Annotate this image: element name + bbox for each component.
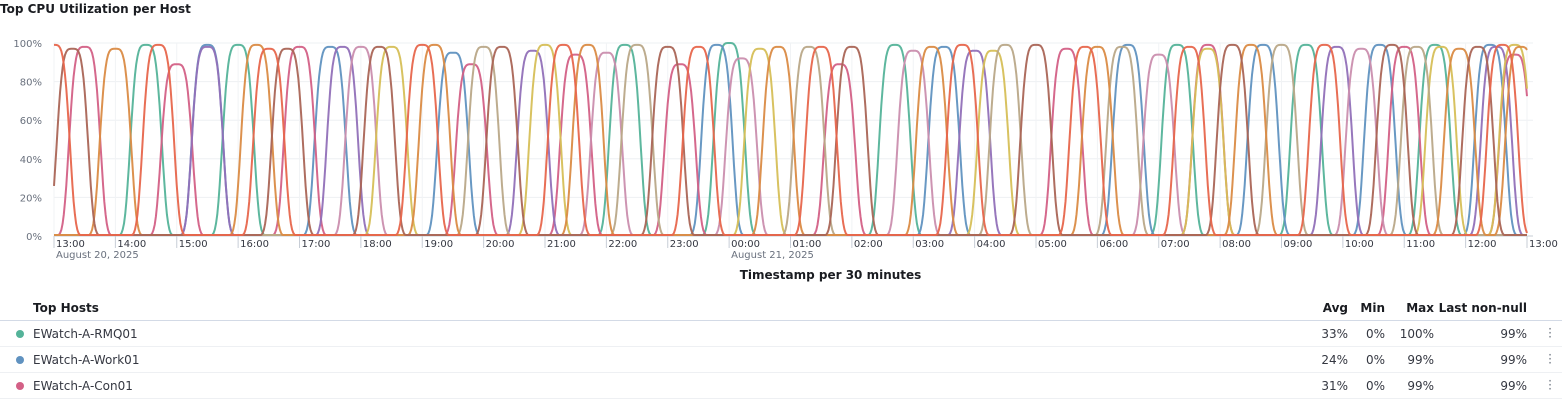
legend-min-value: 0%	[1365, 353, 1385, 367]
legend-header-name[interactable]: Top Hosts	[33, 301, 99, 315]
legend-header-avg[interactable]: Avg	[1322, 301, 1348, 315]
x-tick-label: 06:00	[1099, 239, 1128, 250]
y-tick-label: 100%	[13, 39, 42, 50]
x-tick-label: 05:00	[1038, 239, 1067, 250]
y-tick-label: 20%	[20, 193, 42, 204]
legend-host-name[interactable]: EWatch-A-Con01	[33, 379, 133, 393]
row-actions-icon[interactable]: · · ·	[1548, 374, 1552, 396]
legend-last-value: 99%	[1500, 353, 1527, 367]
y-tick-label: 40%	[20, 155, 42, 166]
legend-last-value: 99%	[1500, 327, 1527, 341]
x-tick-label: 11:00	[1406, 239, 1435, 250]
series-line	[54, 43, 1528, 236]
legend-header-max[interactable]: Max	[1406, 301, 1434, 315]
legend-max-value: 99%	[1407, 379, 1434, 393]
legend-host-name[interactable]: EWatch-A-Work01	[33, 353, 140, 367]
legend-min-value: 0%	[1365, 327, 1385, 341]
y-tick-label: 60%	[20, 116, 42, 127]
x-axis-title: Timestamp per 30 minutes	[740, 268, 922, 282]
y-tick-label: 0%	[26, 232, 42, 243]
x-tick-label: 17:00	[302, 239, 331, 250]
legend-min-value: 0%	[1365, 379, 1385, 393]
legend-row[interactable]: EWatch-A-RMQ01 33% 0% 100% 99% · · ·	[0, 321, 1562, 347]
x-tick-label: 16:00	[240, 239, 269, 250]
x-tick-label: 18:00	[363, 239, 392, 250]
x-tick-label: 13:00	[1529, 239, 1558, 250]
x-tick-label: 00:00	[731, 239, 760, 250]
series-color-dot	[16, 356, 24, 364]
x-tick-label: 13:00	[56, 239, 85, 250]
chart-title: Top CPU Utilization per Host	[0, 2, 191, 16]
x-tick-label: 04:00	[977, 239, 1006, 250]
x-tick-label: 01:00	[793, 239, 822, 250]
legend-last-value: 99%	[1500, 379, 1527, 393]
x-tick-label: 23:00	[670, 239, 699, 250]
x-tick-label: 03:00	[915, 239, 944, 250]
x-tick-label: 15:00	[179, 239, 208, 250]
legend-avg-value: 31%	[1321, 379, 1348, 393]
x-tick-label: 14:00	[117, 239, 146, 250]
legend-header-min[interactable]: Min	[1360, 301, 1385, 315]
x-tick-label: 02:00	[854, 239, 883, 250]
legend-avg-value: 33%	[1321, 327, 1348, 341]
legend-max-value: 100%	[1399, 327, 1434, 341]
legend-row[interactable]: EWatch-A-Work01 24% 0% 99% 99% · · ·	[0, 347, 1562, 373]
x-tick-label: 10:00	[1345, 239, 1374, 250]
y-tick-label: 80%	[20, 78, 42, 89]
row-actions-icon[interactable]: · · ·	[1548, 348, 1552, 370]
x-tick-label: 12:00	[1468, 239, 1497, 250]
legend-row[interactable]: EWatch-A-Con01 31% 0% 99% 99% · · ·	[0, 373, 1562, 399]
x-tick-label: 22:00	[608, 239, 637, 250]
legend-avg-value: 24%	[1321, 353, 1348, 367]
x-date-label: August 20, 2025	[56, 250, 139, 261]
x-tick-label: 08:00	[1222, 239, 1251, 250]
x-tick-label: 21:00	[547, 239, 576, 250]
x-tick-label: 20:00	[486, 239, 515, 250]
legend-header: Top Hosts Avg Min Max Last non-null	[0, 294, 1562, 321]
x-tick-label: 09:00	[1284, 239, 1313, 250]
series-color-dot	[16, 330, 24, 338]
row-actions-icon[interactable]: · · ·	[1548, 322, 1552, 344]
x-date-label: August 21, 2025	[731, 250, 814, 261]
legend-table: Top Hosts Avg Min Max Last non-null EWat…	[0, 294, 1562, 399]
x-tick-label: 19:00	[424, 239, 453, 250]
legend-header-last[interactable]: Last non-null	[1438, 301, 1527, 315]
legend-host-name[interactable]: EWatch-A-RMQ01	[33, 327, 138, 341]
x-tick-label: 07:00	[1161, 239, 1190, 250]
series-color-dot	[16, 382, 24, 390]
legend-max-value: 99%	[1407, 353, 1434, 367]
